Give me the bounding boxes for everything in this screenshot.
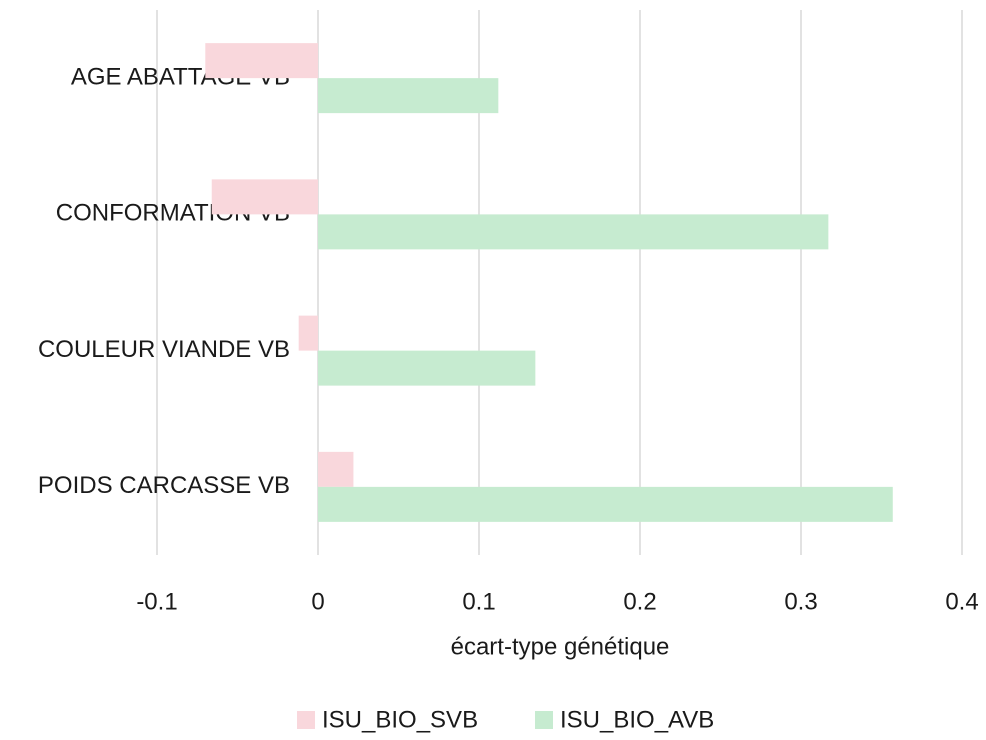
- bar: [298, 315, 318, 351]
- bar: [211, 179, 318, 215]
- bar: [318, 78, 499, 114]
- bar: [318, 451, 354, 487]
- y-tick-label: POIDS CARCASSE VB: [38, 472, 290, 499]
- bar: [318, 214, 829, 250]
- bar: [205, 43, 318, 79]
- bar: [318, 486, 893, 522]
- bar: [318, 350, 536, 386]
- x-tick-label: 0.3: [784, 588, 817, 615]
- legend-label: ISU_BIO_SVB: [322, 706, 478, 733]
- legend-swatch: [535, 711, 553, 729]
- x-tick-label: 0: [311, 588, 324, 615]
- x-tick-label: 0.4: [945, 588, 978, 615]
- y-tick-label: COULEUR VIANDE VB: [38, 336, 290, 363]
- x-tick-label: 0.1: [462, 588, 495, 615]
- x-axis-title: écart-type génétique: [451, 633, 670, 660]
- legend-swatch: [297, 711, 315, 729]
- legend-label: ISU_BIO_AVB: [560, 706, 714, 733]
- x-tick-label: 0.2: [623, 588, 656, 615]
- x-tick-label: -0.1: [136, 588, 177, 615]
